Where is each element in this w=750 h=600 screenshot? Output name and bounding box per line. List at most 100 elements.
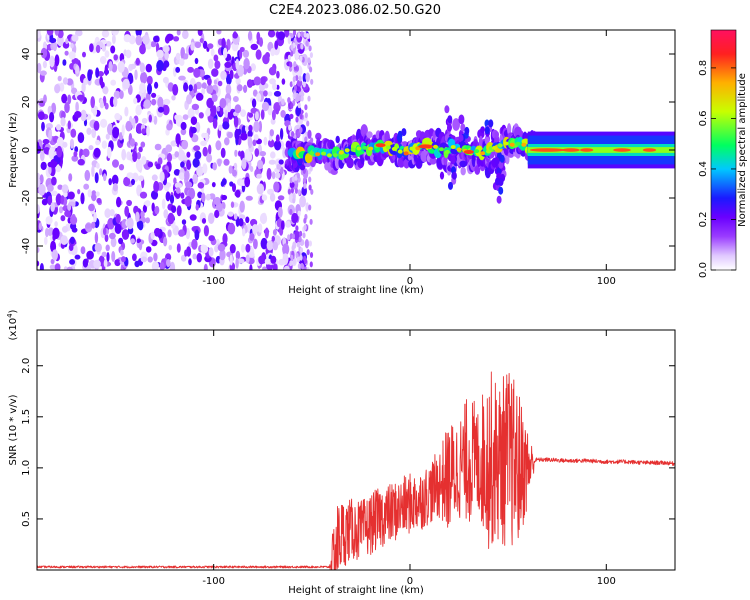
spectrogram-blob (229, 254, 233, 266)
spectrogram-blob (67, 191, 75, 200)
spectrogram-blob (496, 195, 502, 204)
spectrogram-blob (75, 64, 80, 74)
spectrogram-blob (243, 57, 250, 70)
spectrogram-blob (285, 221, 292, 228)
spectrogram-blob (229, 181, 234, 187)
spectrogram-blob (55, 165, 62, 173)
spectrogram-blob (252, 89, 258, 97)
spectrogram-blob (147, 256, 153, 263)
spectrogram-blob (50, 240, 57, 253)
spectrogram-blob (447, 123, 452, 132)
spectrogram-blob (37, 260, 40, 267)
colorbar-label: Normalized spectral amplitude (737, 73, 748, 227)
spectrogram-blob (164, 50, 170, 60)
spectrogram-blob (39, 174, 44, 185)
spectrogram-blob (162, 76, 169, 84)
spectrogram-blob (261, 101, 270, 112)
spectrogram-blob (199, 38, 204, 43)
spectrogram-blob (198, 112, 204, 119)
spectrogram-blob (176, 205, 182, 217)
spectrogram-blob (235, 58, 240, 70)
colorbar-tick-label: 0.6 (698, 110, 709, 126)
spectrogram-blob (61, 226, 69, 233)
spectrogram-blob (184, 195, 192, 207)
spectrogram-blob (38, 183, 46, 196)
spectrogram-blob (200, 140, 208, 146)
spectrogram-blob (43, 94, 47, 104)
spectrogram-blob (130, 63, 136, 70)
spectrogram-blob (270, 48, 276, 57)
spectrogram-blob (51, 190, 58, 197)
spectrogram-blob (171, 95, 176, 101)
spectrogram-blob (403, 151, 409, 156)
spectrogram-blob (94, 232, 99, 244)
spectrogram-blob (303, 31, 307, 38)
spectrogram-blob (94, 172, 99, 184)
spectrogram-blob (238, 218, 244, 227)
spectrogram-blob (93, 147, 101, 158)
spectrogram-blob (217, 243, 226, 252)
spectrogram-blob (184, 249, 188, 257)
spectrogram-blob (166, 152, 173, 163)
spectrogram-blob (42, 138, 50, 145)
spectrogram-blob (135, 159, 143, 171)
spectrogram-blob (103, 227, 107, 236)
spectrogram-blob (126, 199, 132, 207)
spectrogram-blob (156, 49, 164, 59)
spectrogram-blob (40, 161, 47, 171)
snr-frame (36, 329, 676, 571)
spectrogram-blob (289, 113, 294, 120)
spectrogram-blob (297, 189, 301, 196)
spectrogram-blob (166, 259, 171, 267)
spectrogram-blob (44, 236, 48, 245)
spectrogram-blob (104, 50, 110, 58)
spectrogram-blob (309, 252, 314, 258)
spectrogram-blob (126, 172, 134, 179)
spectrogram-blob (111, 174, 119, 186)
spectrogram-blob (266, 168, 272, 180)
spectrogram-blob (260, 237, 268, 250)
spectrogram-blob (70, 42, 74, 49)
spectrogram-blob (159, 261, 165, 270)
spectrogram-blob (107, 123, 114, 136)
spectrogram-blob (190, 116, 198, 125)
spectrogram-blob (224, 61, 232, 68)
spectrogram-blob (180, 128, 187, 136)
spectrogram-blob (39, 70, 47, 76)
spectrogram-blob (161, 198, 166, 210)
spectrogram-blob (304, 152, 313, 164)
spectrogram-blob (111, 30, 119, 36)
spectrogram-blob (120, 249, 124, 256)
spectrogram-blob (273, 90, 282, 97)
spectrogram-blob (562, 148, 580, 152)
spectrogram-blob (302, 177, 307, 184)
spectrogram-blob (300, 262, 304, 269)
spectrogram-blob (308, 176, 312, 183)
spectrogram-blob (223, 47, 228, 59)
spectrogram-blob (258, 120, 262, 133)
spectrogram-blob (145, 217, 150, 224)
spectrogram-blob (90, 190, 97, 202)
spectrogram-blob (232, 32, 238, 39)
spectrogram-blob (248, 251, 255, 258)
snr-background (37, 330, 675, 570)
spectrogram-blob (154, 81, 159, 89)
spectrogram-blob (309, 165, 313, 172)
spectrogram-blob (217, 80, 223, 87)
spectrogram-blob (307, 95, 311, 102)
spectrogram-blob (176, 243, 181, 253)
spectrogram-blob (471, 153, 476, 168)
spectrogram-blob (451, 171, 457, 180)
spectrogram-blob (187, 108, 195, 119)
spectrogram-blob (197, 30, 203, 36)
snr-multiplier: (x104) (6, 309, 19, 340)
spectrogram-blob (310, 137, 314, 144)
spectrogram-blob (40, 47, 48, 59)
spectrogram-blob (153, 227, 161, 237)
spectrogram-blob (69, 138, 75, 149)
spectrogram-blob (110, 45, 116, 54)
spectrogram-blob (119, 90, 124, 99)
spectrogram-blob (300, 43, 304, 50)
spectrogram-blob (141, 156, 147, 165)
